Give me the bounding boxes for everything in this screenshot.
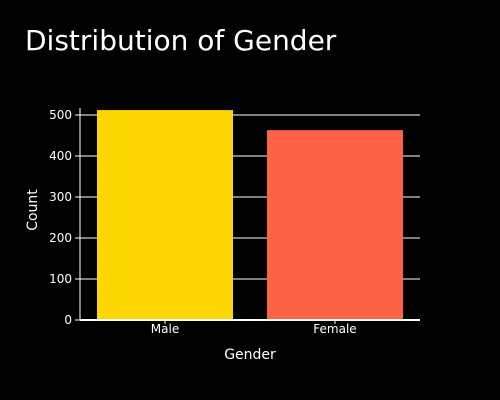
x-tick-label-female: Female [313,322,356,336]
x-tick-labels: Male Female [151,322,357,336]
x-tick-label-male: Male [151,322,179,336]
y-tick-label: 200 [49,231,72,245]
y-tick-label: 400 [49,149,72,163]
chart-title: Distribution of Gender [25,24,337,57]
y-axis-title: Count [25,189,41,231]
y-tick-label: 500 [49,108,72,122]
y-tick-label: 300 [49,190,72,204]
bar-female [267,130,403,320]
x-axis-title: Gender [224,347,276,363]
bar-male [97,110,233,320]
bars [97,110,403,320]
y-tick-label: 100 [49,272,72,286]
y-tick-label: 0 [64,313,72,327]
y-tick-labels: 0 100 200 300 400 500 [49,108,72,327]
